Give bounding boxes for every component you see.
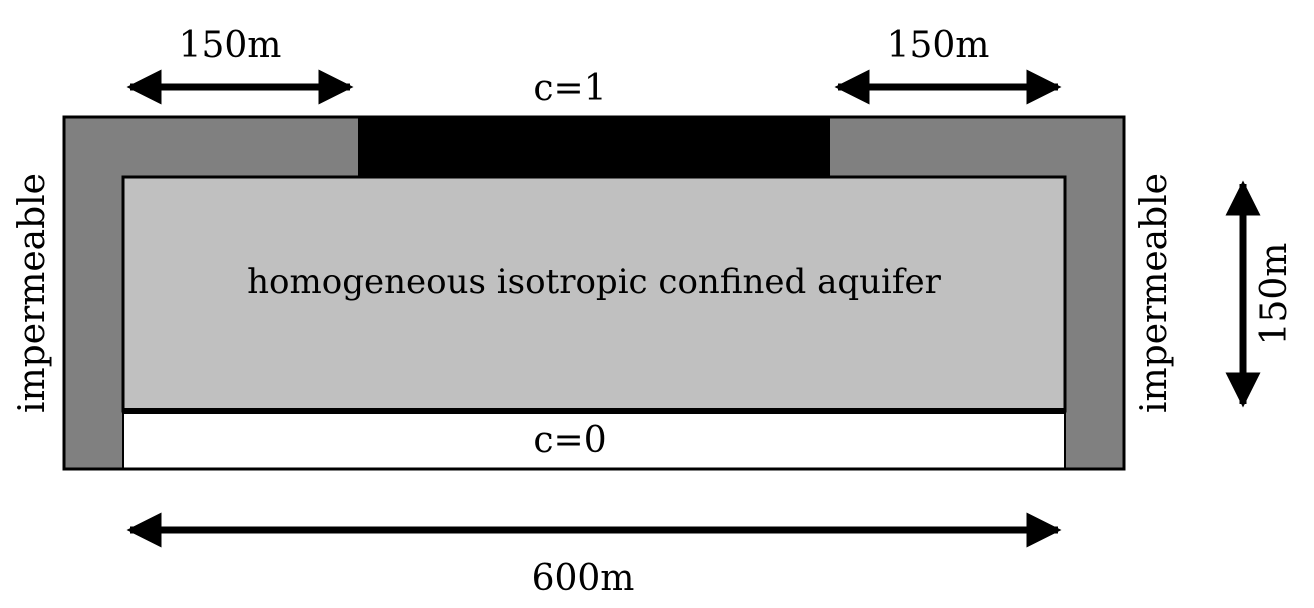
- aquifer-label: homogeneous isotropic confined aquifer: [247, 262, 941, 302]
- height-label: 150m: [1254, 243, 1295, 346]
- bottom-boundary-label: c=0: [533, 420, 606, 461]
- top-boundary-label: c=1: [533, 68, 606, 109]
- aquifer-region: [121, 175, 1067, 413]
- outer-outline: [62, 115, 1126, 471]
- right-impermeable-label: impermeable: [1134, 173, 1175, 413]
- left-impermeable-label: impermeable: [12, 173, 53, 413]
- top-right-width-label: 150m: [887, 25, 990, 66]
- top-left-width-label: 150m: [179, 25, 282, 66]
- total-width-label: 600m: [532, 558, 635, 599]
- source-region-c1: [358, 117, 830, 177]
